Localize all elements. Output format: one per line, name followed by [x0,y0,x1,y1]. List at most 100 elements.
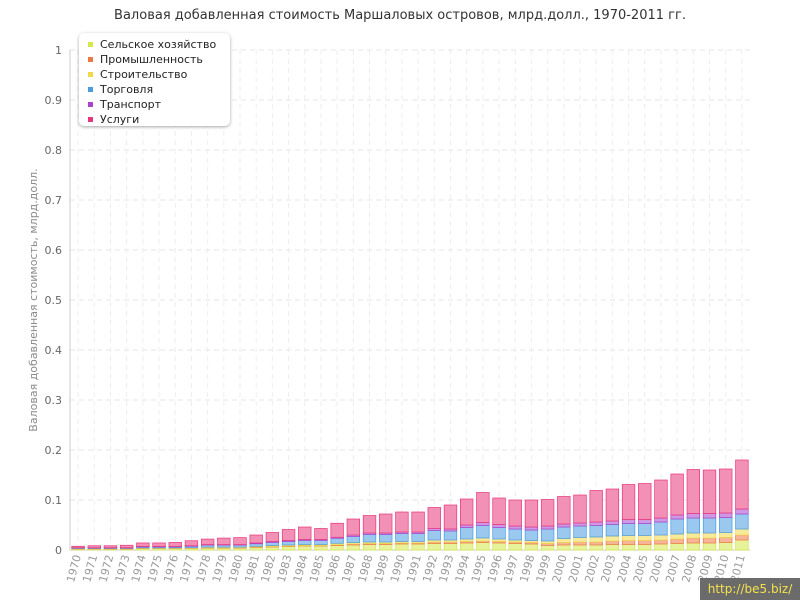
bar-segment-торговля-1994[interactable] [460,527,474,540]
bar-segment-услуги-1996[interactable] [492,497,506,525]
bar-segment-сельское-хозяйство-1983[interactable] [281,546,296,551]
bar-segment-торговля-1983[interactable] [281,541,296,546]
bar-segment-торговля-2010[interactable] [719,517,733,533]
bar-segment-сельское-хозяйство-1998[interactable] [524,543,539,551]
bar-segment-услуги-2006[interactable] [654,479,668,519]
bar-segment-строительство-2007[interactable] [670,533,684,540]
bar-segment-сельское-хозяйство-2005[interactable] [638,544,652,551]
bar-segment-услуги-1995[interactable] [476,492,490,523]
bar-segment-транспорт-2001[interactable] [573,522,587,527]
site-watermark[interactable]: http://be5.biz/ [700,578,800,600]
bar-segment-сельское-хозяйство-1992[interactable] [427,543,441,551]
bar-segment-промышленность-2007[interactable] [670,538,684,544]
bar-segment-торговля-2009[interactable] [702,517,717,534]
bar-segment-торговля-1986[interactable] [330,537,344,544]
bar-segment-услуги-2000[interactable] [557,496,571,525]
bar-segment-торговля-1985[interactable] [314,540,328,545]
bar-segment-услуги-1999[interactable] [540,499,555,527]
bar-segment-услуги-1975[interactable] [152,542,166,547]
bar-segment-услуги-1989[interactable] [379,513,393,534]
legend-item[interactable]: Услуги [88,112,230,127]
bar-segment-торговля-1996[interactable] [492,527,506,540]
bar-segment-промышленность-2010[interactable] [719,537,733,543]
bar-segment-строительство-1999[interactable] [540,540,555,544]
bar-segment-услуги-1979[interactable] [217,537,231,545]
bar-segment-услуги-1990[interactable] [395,511,409,533]
bar-segment-услуги-1992[interactable] [427,507,441,529]
bar-segment-торговля-2007[interactable] [670,518,684,535]
bar-segment-сельское-хозяйство-1988[interactable] [362,544,377,551]
bar-segment-услуги-1973[interactable] [120,544,134,549]
bar-segment-услуги-1982[interactable] [265,532,280,542]
bar-segment-услуги-1984[interactable] [298,526,312,540]
bar-segment-транспорт-2000[interactable] [557,523,571,528]
bar-segment-строительство-1996[interactable] [492,538,506,542]
bar-segment-торговля-2011[interactable] [735,513,749,530]
bar-segment-сельское-хозяйство-1991[interactable] [411,543,425,551]
bar-segment-транспорт-2009[interactable] [702,513,717,519]
bar-segment-транспорт-2005[interactable] [638,519,652,524]
bar-segment-промышленность-2004[interactable] [621,540,636,545]
bar-segment-услуги-1987[interactable] [346,518,360,536]
bar-segment-строительство-1995[interactable] [476,537,490,542]
bar-segment-транспорт-2007[interactable] [670,514,684,520]
bar-segment-промышленность-2001[interactable] [573,541,587,546]
bar-segment-услуги-2002[interactable] [589,490,603,523]
bar-segment-строительство-2001[interactable] [573,537,587,543]
bar-segment-транспорт-2004[interactable] [621,519,636,524]
bar-segment-промышленность-2000[interactable] [557,542,571,546]
bar-segment-торговля-2006[interactable] [654,521,668,536]
bar-segment-торговля-1984[interactable] [298,540,312,545]
bar-segment-услуги-2008[interactable] [686,469,700,514]
bar-segment-строительство-2005[interactable] [638,535,652,541]
bar-segment-торговля-1995[interactable] [476,525,490,539]
bar-segment-промышленность-2005[interactable] [638,540,652,545]
bar-segment-торговля-1990[interactable] [395,533,409,542]
bar-segment-сельское-хозяйство-2007[interactable] [670,543,684,551]
bar-segment-услуги-2009[interactable] [702,469,717,514]
bar-segment-сельское-хозяйство-1999[interactable] [540,545,555,551]
bar-segment-транспорт-2003[interactable] [605,520,620,525]
bar-segment-услуги-1983[interactable] [281,529,296,541]
bar-segment-транспорт-1994[interactable] [460,524,474,528]
bar-segment-услуги-2003[interactable] [605,488,620,522]
legend-item[interactable]: Строительство [88,67,230,82]
bar-segment-услуги-2011[interactable] [735,459,749,510]
legend-item[interactable]: Промышленность [88,52,230,67]
bar-segment-сельское-хозяйство-1993[interactable] [443,543,458,551]
bar-segment-транспорт-1997[interactable] [508,525,522,530]
bar-segment-торговля-1987[interactable] [346,536,360,543]
bar-segment-торговля-2008[interactable] [686,517,700,534]
bar-segment-торговля-2004[interactable] [621,523,636,536]
legend-item[interactable]: Торговля [88,82,230,97]
bar-segment-торговля-2002[interactable] [589,525,603,538]
bar-segment-сельское-хозяйство-1990[interactable] [395,543,409,551]
bar-segment-услуги-1997[interactable] [508,499,522,527]
bar-segment-сельское-хозяйство-1981[interactable] [249,547,263,551]
bar-segment-промышленность-2006[interactable] [654,539,668,545]
bar-segment-услуги-2005[interactable] [638,483,652,520]
bar-segment-сельское-хозяйство-2006[interactable] [654,543,668,551]
bar-segment-услуги-2004[interactable] [621,484,636,520]
bar-segment-сельское-хозяйство-2008[interactable] [686,542,700,551]
bar-segment-торговля-2001[interactable] [573,525,587,538]
bar-segment-услуги-1985[interactable] [314,528,328,540]
bar-segment-услуги-1978[interactable] [200,538,215,545]
bar-segment-транспорт-2002[interactable] [589,521,603,526]
bar-segment-строительство-2000[interactable] [557,538,571,543]
bar-segment-услуги-1977[interactable] [184,540,199,547]
bar-segment-сельское-хозяйство-2003[interactable] [605,544,620,551]
bar-segment-транспорт-2006[interactable] [654,517,668,523]
bar-segment-услуги-1998[interactable] [524,499,539,528]
bar-segment-услуги-1970[interactable] [71,545,85,549]
bar-segment-сельское-хозяйство-2001[interactable] [573,544,587,551]
bar-segment-транспорт-2010[interactable] [719,512,733,518]
bar-segment-сельское-хозяйство-1994[interactable] [460,542,474,551]
bar-segment-торговля-1993[interactable] [443,530,458,541]
bar-segment-торговля-1998[interactable] [524,529,539,541]
bar-segment-промышленность-2002[interactable] [589,541,603,546]
bar-segment-сельское-хозяйство-1982[interactable] [265,546,280,551]
bar-segment-сельское-хозяйство-1986[interactable] [330,545,344,551]
bar-segment-услуги-1972[interactable] [103,545,118,549]
bar-segment-сельское-хозяйство-2002[interactable] [589,544,603,551]
